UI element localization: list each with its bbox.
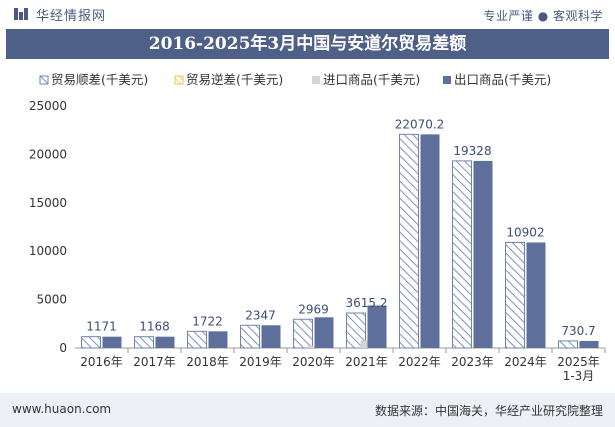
export-bar [208, 331, 228, 348]
x-tick-label: 1-3月 [563, 369, 595, 383]
y-tick-label: 15000 [29, 196, 67, 210]
legend-label: 出口商品(千美元) [454, 72, 551, 87]
chart-plot: 贸易顺差(千美元) 贸易逆差(千美元) 进口商品(千美元) 出口商品(千美元) 0 50… [29, 72, 606, 383]
export-bar [314, 317, 334, 348]
data-label: 2969 [298, 302, 329, 316]
surplus-bar [240, 324, 260, 349]
x-tick-label: 2023年 [451, 355, 494, 369]
legend-label: 贸易逆差(千美元) [186, 72, 283, 87]
x-tick-label: 2022年 [398, 355, 441, 369]
surplus-bar [187, 330, 207, 349]
surplus-bar [81, 336, 101, 349]
y-tick-label: 10000 [29, 244, 67, 258]
y-tick-label: 25000 [29, 99, 67, 113]
bars [81, 133, 599, 349]
top-bar: 华经情报网 专业严谨 ● 客观科学 [0, 0, 615, 28]
y-tick-label: 0 [59, 341, 67, 355]
x-tick-label: 2019年 [239, 355, 282, 369]
brand-logo-icon [14, 8, 28, 20]
y-tick-label: 20000 [29, 147, 67, 161]
x-tick-label: 2021年 [345, 355, 388, 369]
y-tick-label: 5000 [36, 293, 67, 307]
x-tick-label: 2020年 [292, 355, 335, 369]
x-tick-label: 2016年 [80, 355, 123, 369]
chart-title: 2016-2025年3月中国与安道尔贸易差额 [6, 29, 609, 59]
x-tick-label: 2017年 [133, 355, 176, 369]
data-label: 10902 [506, 225, 544, 239]
legend-label: 贸易顺差(千美元) [51, 72, 148, 87]
surplus-bar [505, 241, 525, 349]
x-tick-label: 2025年 [557, 355, 600, 369]
data-label: 19328 [453, 144, 491, 158]
data-label: 1722 [192, 314, 223, 328]
brand-name: 华经情报网 [36, 8, 107, 24]
data-labels: 1171 1168 1722 2347 2969 3615.2 22070.2 19328 10… [86, 117, 595, 338]
surplus-bar [452, 160, 472, 349]
data-label: 1171 [86, 320, 117, 334]
export-bar [579, 340, 599, 348]
axes: 0 5000 10000 15000 20000 25000 2016年 2017年 2018年… [29, 99, 606, 383]
export-bar [473, 160, 493, 348]
export-bar [155, 336, 175, 348]
export-bar [261, 325, 281, 348]
surplus-bar [293, 318, 313, 349]
surplus-bar [346, 312, 366, 349]
footer: www.huaon.com 数据来源：中国海关，华经产业研究院整理 [0, 393, 615, 427]
data-label: 1168 [139, 320, 170, 334]
data-label: 3615.2 [346, 296, 388, 310]
data-label: 2347 [245, 308, 276, 322]
brand: 华经情报网 [14, 5, 106, 24]
surplus-bar [399, 133, 419, 349]
surplus-bar [558, 340, 578, 349]
data-label: 730.7 [561, 324, 595, 338]
legend-swatch [39, 75, 49, 85]
tagline: 专业严谨 ● 客观科学 [483, 9, 603, 23]
data-label: 22070.2 [395, 117, 445, 131]
footer-source: 数据来源：中国海关，华经产业研究院整理 [374, 404, 603, 418]
footer-site: www.huaon.com [12, 402, 112, 416]
export-bar [367, 305, 387, 348]
legend-swatch [312, 76, 320, 84]
surplus-bar [134, 336, 154, 349]
legend-swatch [443, 76, 451, 84]
legend: 贸易顺差(千美元) 贸易逆差(千美元) 进口商品(千美元) 出口商品(千美元) [39, 72, 551, 87]
x-tick-label: 2024年 [504, 355, 547, 369]
export-bar [102, 336, 122, 348]
x-tick-label: 2018年 [186, 355, 229, 369]
export-bar [526, 242, 546, 348]
legend-swatch [174, 75, 184, 85]
legend-label: 进口商品(千美元) [323, 72, 420, 87]
export-bar [420, 134, 440, 348]
